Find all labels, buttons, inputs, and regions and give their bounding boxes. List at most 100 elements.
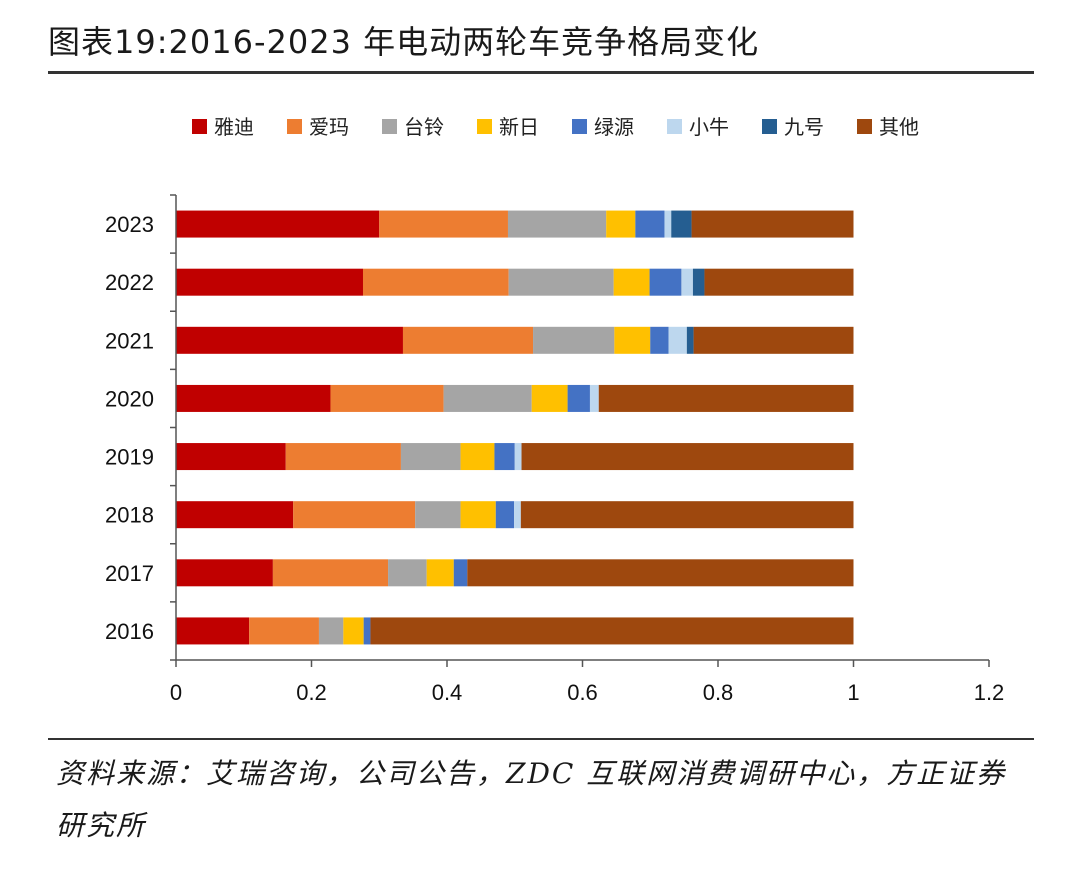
bar-segment <box>514 501 521 529</box>
bar-segment <box>370 617 854 645</box>
bar-segment <box>176 210 380 238</box>
bar-segment <box>249 617 319 645</box>
bar-segment <box>176 268 363 296</box>
bar-segment <box>176 617 250 645</box>
legend-label: 台铃 <box>404 115 444 139</box>
title-rule <box>48 71 1034 74</box>
bar-segment <box>318 617 344 645</box>
bar-segment <box>613 268 650 296</box>
legend-label: 新日 <box>499 115 539 139</box>
legend-swatch <box>857 119 872 134</box>
bar-segment <box>567 384 590 412</box>
bar-segment <box>507 210 607 238</box>
legend-item: 九号 <box>762 115 824 139</box>
bar-segment <box>176 384 331 412</box>
bar-segment <box>533 326 615 354</box>
bar-segment <box>176 326 403 354</box>
bar-segment <box>531 384 568 412</box>
chart-axes: 2023 2022 2021 2020 2019 2018 2017 2016 0 0.2 0.4 0… <box>105 194 1005 705</box>
bar-segment <box>388 559 427 587</box>
legend-item: 其他 <box>857 115 919 139</box>
y-tick-label: 2022 <box>105 270 154 295</box>
bar-segment <box>649 268 682 296</box>
bar-segment <box>176 501 294 529</box>
y-tick-label: 2023 <box>105 212 154 237</box>
bar-segment <box>614 326 651 354</box>
bar-segment <box>460 501 496 529</box>
bar-segment <box>343 617 364 645</box>
bar-segment <box>681 268 693 296</box>
x-tick-label: 0.2 <box>296 680 327 705</box>
bar-segment <box>460 443 495 471</box>
bar-segment <box>514 443 522 471</box>
chart-title: 图表19:2016-2023 年电动两轮车竞争格局变化 <box>48 23 760 61</box>
bar-segment <box>650 326 669 354</box>
bar-segment <box>293 501 416 529</box>
bar-segment <box>508 268 614 296</box>
bar-segment <box>686 326 694 354</box>
bar-segment <box>330 384 444 412</box>
bar-segment <box>521 443 854 471</box>
legend-item: 雅迪 <box>192 115 254 139</box>
bar-segment <box>664 210 672 238</box>
x-tick-label: 1 <box>847 680 859 705</box>
legend-swatch <box>287 119 302 134</box>
bar-segment <box>598 384 854 412</box>
bar-segment <box>426 559 454 587</box>
legend-label: 雅迪 <box>214 115 254 139</box>
legend-label: 九号 <box>784 115 824 139</box>
legend-swatch <box>382 119 397 134</box>
y-tick-label: 2020 <box>105 386 154 411</box>
source-rule <box>48 738 1034 740</box>
bar-segment <box>402 326 534 354</box>
chart-header: 图表19:2016-2023 年电动两轮车竞争格局变化 <box>48 14 1034 70</box>
legend-item: 台铃 <box>382 115 444 139</box>
source-note: 资料来源：艾瑞咨询，公司公告，ZDC 互联网消费调研中心，方正证券研究所 <box>56 757 1007 842</box>
legend-label: 爱玛 <box>309 115 349 139</box>
bar-segment <box>589 384 599 412</box>
legend-item: 新日 <box>477 115 539 139</box>
bar-segment <box>606 210 636 238</box>
bar-segment <box>453 559 468 587</box>
bar-segment <box>272 559 389 587</box>
legend-item: 绿源 <box>572 115 634 139</box>
bar-segment <box>520 501 854 529</box>
bar-segment <box>692 268 705 296</box>
bar-segment <box>704 268 854 296</box>
y-tick-label: 2016 <box>105 619 154 644</box>
x-tick-label: 0.6 <box>567 680 598 705</box>
legend-label: 其他 <box>879 115 919 139</box>
bar-segment <box>668 326 687 354</box>
bar-segment <box>415 501 461 529</box>
legend-item: 小牛 <box>667 115 729 139</box>
legend-label: 小牛 <box>689 115 729 139</box>
y-tick-label: 2017 <box>105 561 154 586</box>
legend-swatch <box>192 119 207 134</box>
y-tick-label: 2019 <box>105 445 154 470</box>
bar-segment <box>494 443 515 471</box>
bar-segment <box>671 210 692 238</box>
bar-segment <box>285 443 401 471</box>
bar-segment <box>379 210 508 238</box>
bar-segment <box>400 443 461 471</box>
bar-segment <box>635 210 665 238</box>
x-tick-label: 0.8 <box>703 680 734 705</box>
bar-segment <box>691 210 854 238</box>
bar-segment <box>362 268 509 296</box>
legend-swatch <box>477 119 492 134</box>
legend-swatch <box>572 119 587 134</box>
chart-legend: 雅迪 爱玛 台铃 新日 绿源 小牛 九号 其他 <box>192 115 919 139</box>
y-tick-label: 2021 <box>105 328 154 353</box>
x-tick-label: 1.2 <box>974 680 1005 705</box>
legend-swatch <box>667 119 682 134</box>
bar-segment <box>495 501 515 529</box>
legend-swatch <box>762 119 777 134</box>
bar-segment <box>693 326 854 354</box>
x-tick-label: 0.4 <box>432 680 463 705</box>
bar-segment <box>176 559 273 587</box>
legend-item: 爱玛 <box>287 115 349 139</box>
bar-segment <box>443 384 532 412</box>
stacked-bar-chart: 雅迪 爱玛 台铃 新日 绿源 小牛 九号 其他 2023 2022 2021 2020 2019 201… <box>105 115 1005 705</box>
bar-segment <box>467 559 854 587</box>
bar-segment <box>176 443 286 471</box>
